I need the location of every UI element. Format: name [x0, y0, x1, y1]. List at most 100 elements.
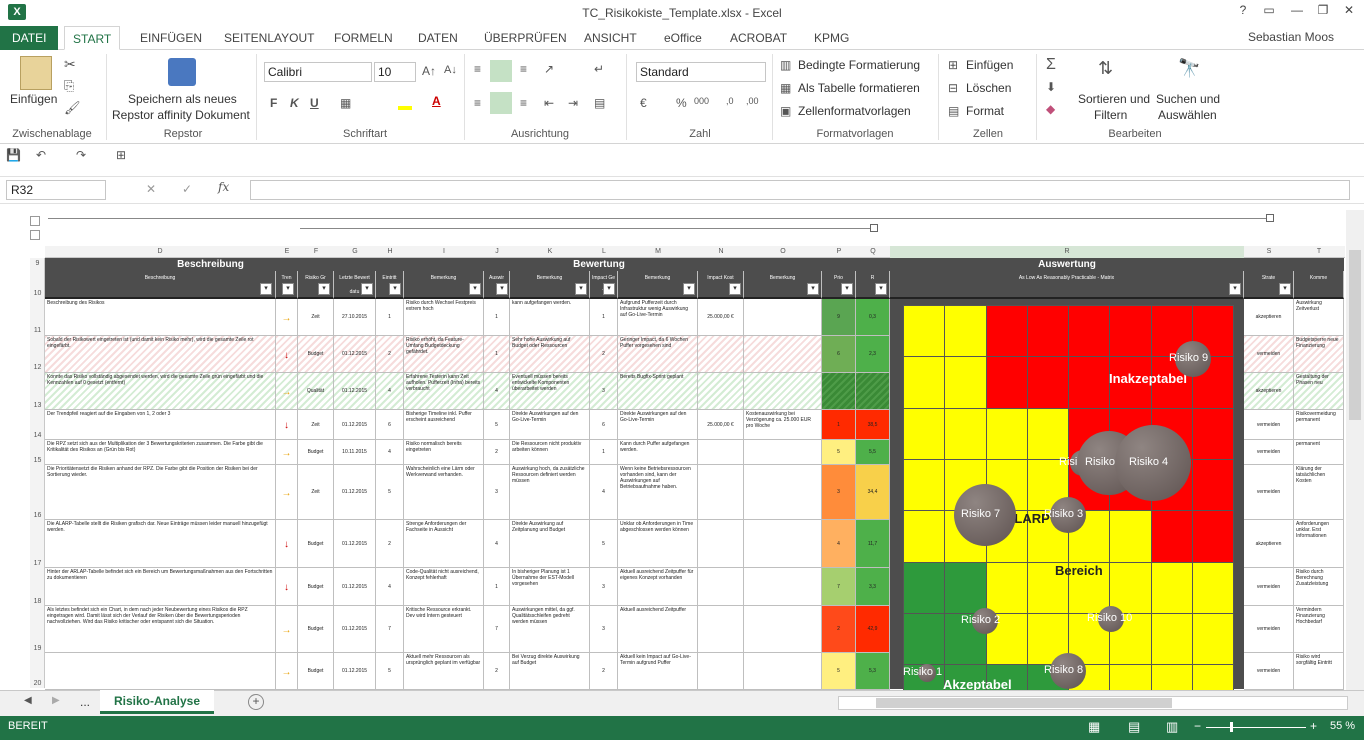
table-cell[interactable]: Die RPZ setzt sich aus der Multiplikatio…	[45, 440, 276, 465]
table-cell[interactable]: Risiko durch Berechnung Zusatzleistung	[1294, 568, 1344, 606]
table-cell[interactable]: 3	[484, 465, 510, 520]
table-cell[interactable]	[698, 606, 744, 653]
column-header[interactable]: I	[443, 248, 445, 255]
table-cell[interactable]	[744, 299, 822, 336]
help-icon[interactable]: ?	[1239, 3, 1247, 17]
table-cell[interactable]: Auswirkung hoch, da zusätzliche Ressourc…	[510, 465, 590, 520]
repstor-save-icon[interactable]	[168, 58, 196, 86]
cell-styles-button[interactable]: Zellenformatvorlagen	[798, 104, 911, 118]
table-cell[interactable]	[698, 568, 744, 606]
table-cell[interactable]: Budgetsperre neue Finanzierung	[1294, 336, 1344, 373]
column-header[interactable]: R	[890, 246, 1244, 258]
fill-icon[interactable]: ⬇	[1046, 80, 1057, 94]
shrink-font-icon[interactable]: A↓	[444, 64, 457, 76]
table-cell[interactable]: Erfahrene Testerin kann Zeit aufholen. P…	[404, 373, 484, 410]
column-header[interactable]: L	[602, 248, 606, 255]
table-cell[interactable]: Beschreibung des Risikos	[45, 299, 276, 336]
table-cell[interactable]: Hinter der ARLAP-Tabelle befindet sich e…	[45, 568, 276, 606]
table-cell[interactable]: Die Ressourcen nicht produktiv arbeiten …	[510, 440, 590, 465]
table-cell[interactable]: 2	[376, 520, 404, 568]
table-cell[interactable]	[698, 520, 744, 568]
table-cell[interactable]: 01.12.2015	[334, 465, 376, 520]
wrap-text-icon[interactable]: ↵	[594, 62, 605, 76]
table-cell[interactable]: Budget	[298, 336, 334, 373]
prev-sheet-icon[interactable]: ◀	[24, 695, 32, 706]
paste-icon[interactable]	[20, 56, 52, 90]
table-cell[interactable]: 1	[590, 299, 618, 336]
table-cell[interactable]: 1	[822, 410, 856, 440]
table-cell[interactable]: 7	[376, 606, 404, 653]
table-cell[interactable]: Der Trendpfeil reagiert auf die Eingaben…	[45, 410, 276, 440]
table-cell[interactable]: Aktuell ausreichend Zeitpuffer	[618, 606, 698, 653]
insert-function-icon[interactable]: fx	[218, 180, 230, 194]
font-color-icon[interactable]: A	[432, 94, 441, 108]
table-cell[interactable]	[698, 373, 744, 410]
tab-seitenlayout[interactable]: SEITENLAYOUT	[224, 31, 315, 45]
risk-bubble[interactable]	[1050, 497, 1086, 533]
column-header[interactable]: D	[157, 248, 163, 255]
table-cell[interactable]: 5	[376, 653, 404, 690]
grow-font-icon[interactable]: A↑	[422, 64, 437, 78]
table-cell[interactable]: Budget	[298, 568, 334, 606]
table-cell[interactable]: 5,5	[856, 440, 890, 465]
percent-icon[interactable]: %	[676, 96, 687, 110]
indent-icon[interactable]: ⇤	[544, 96, 555, 110]
table-cell[interactable]: 2	[590, 653, 618, 690]
table-cell[interactable]: 01.12.2015	[334, 653, 376, 690]
font-size-select[interactable]: 10	[374, 62, 416, 82]
table-cell[interactable]: 5,3	[856, 653, 890, 690]
table-cell[interactable]: Wahrscheinlich eine Lärm oder Werkverwan…	[404, 465, 484, 520]
autosum-icon[interactable]: Σ	[1046, 56, 1056, 73]
tab-start[interactable]: START	[64, 26, 121, 50]
filter-dropdown-icon[interactable]: ▾	[260, 283, 272, 295]
table-cell[interactable]: 6	[376, 410, 404, 440]
table-cell[interactable]: 4	[376, 440, 404, 465]
table-cell[interactable]: Aufgrund Pufferzeit durch Infrastruktur …	[618, 299, 698, 336]
table-cell[interactable]	[698, 336, 744, 373]
copy-icon[interactable]: ⎘	[64, 78, 75, 93]
column-header[interactable]: H	[387, 248, 393, 255]
table-cell[interactable]: vermeiden	[1244, 410, 1294, 440]
table-cell[interactable]: 7	[822, 568, 856, 606]
tab-daten[interactable]: DATEN	[418, 31, 458, 45]
tab-datei[interactable]: DATEI	[0, 26, 59, 50]
filter-dropdown-icon[interactable]: ▾	[841, 283, 853, 295]
table-cell[interactable]: 1	[484, 336, 510, 373]
table-cell[interactable]: 4	[376, 568, 404, 606]
column-header[interactable]: N	[718, 248, 724, 255]
vertical-scroll-thumb[interactable]	[1349, 250, 1361, 420]
table-cell[interactable]: 0,3	[856, 299, 890, 336]
table-cell[interactable]: 1	[484, 568, 510, 606]
table-cell[interactable]	[744, 653, 822, 690]
table-cell[interactable]: Qualität	[298, 373, 334, 410]
table-cell[interactable]: 3	[590, 373, 618, 410]
table-cell[interactable]: Kann durch Puffer aufgefangen werden.	[618, 440, 698, 465]
name-box[interactable]: R32	[6, 180, 106, 200]
outdent-icon[interactable]: ⇥	[568, 96, 579, 110]
table-cell[interactable]: 10.11.2015	[334, 440, 376, 465]
table-cell[interactable]: 2	[822, 606, 856, 653]
table-cell[interactable]: Aktuell mehr Ressourcen als ursprünglich…	[404, 653, 484, 690]
trend-arrow-icon[interactable]: →	[276, 299, 298, 336]
filter-dropdown-icon[interactable]: ▾	[318, 283, 330, 295]
column-header[interactable]: S	[1266, 248, 1272, 255]
table-cell[interactable]: Aktuell kein Impact auf Go-Live-Termin a…	[618, 653, 698, 690]
restore-icon[interactable]: ❐	[1317, 3, 1329, 17]
table-cell[interactable]	[744, 336, 822, 373]
table-cell[interactable]: Risiko normalisch bereits eingetreten	[404, 440, 484, 465]
filter-dropdown-icon[interactable]: ▾	[1229, 283, 1241, 295]
filter-dropdown-icon[interactable]: ▾	[575, 283, 587, 295]
increase-decimal-icon[interactable]: ,0	[726, 96, 734, 106]
table-cell[interactable]: 01.12.2015	[334, 520, 376, 568]
table-cell[interactable]	[822, 373, 856, 410]
fill-color-icon[interactable]	[398, 96, 412, 110]
borders-qat-icon[interactable]: ⊞	[116, 148, 127, 162]
column-header[interactable]: E	[284, 248, 290, 255]
table-cell[interactable]: 27.10.2015	[334, 299, 376, 336]
table-cell[interactable]: 01.12.2015	[334, 336, 376, 373]
table-cell[interactable]: Zeit	[298, 299, 334, 336]
table-cell[interactable]: vermeiden	[1244, 606, 1294, 653]
table-cell[interactable]: 1	[376, 299, 404, 336]
outline-collapse-button[interactable]	[870, 224, 878, 232]
row-header[interactable]: 20	[33, 680, 42, 687]
